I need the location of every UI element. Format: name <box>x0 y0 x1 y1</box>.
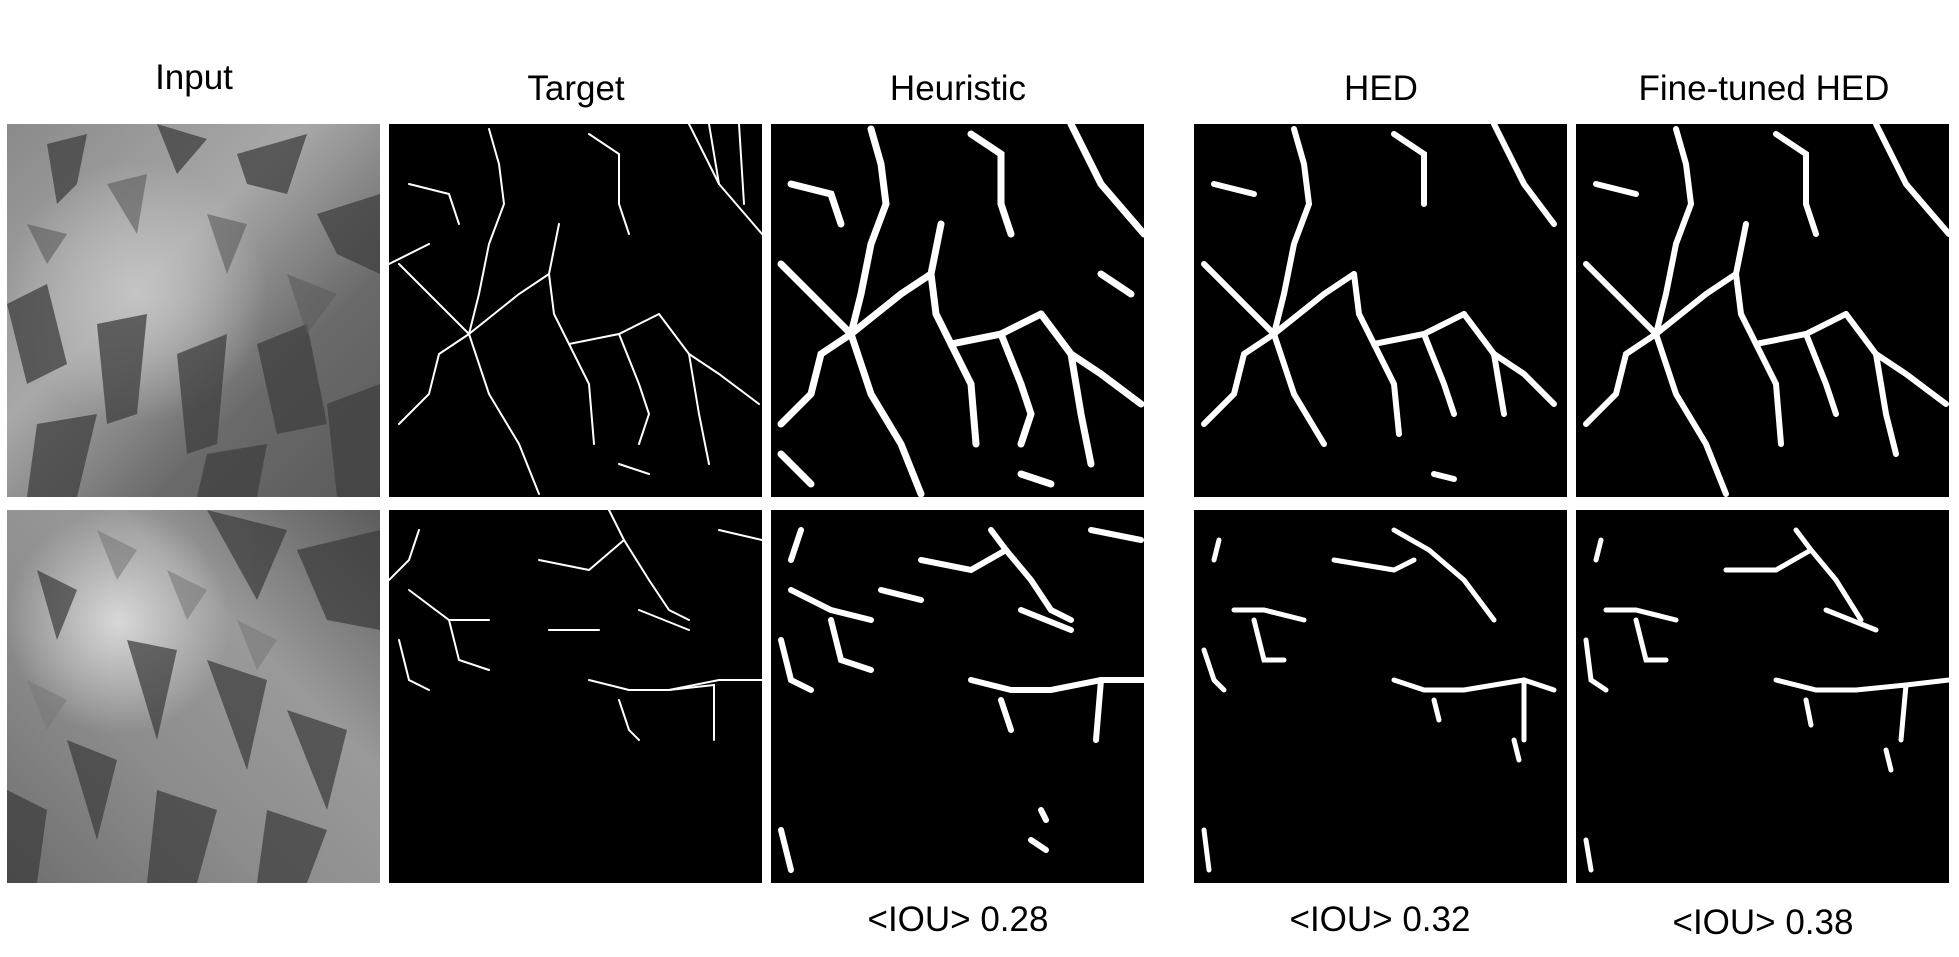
target-mask-row2 <box>389 510 762 883</box>
channel-mask <box>1201 527 1557 873</box>
iou-finetuned: <IOU> 0.38 <box>1672 903 1854 942</box>
finetuned-mask-row2 <box>1576 510 1949 883</box>
column-title-heuristic: Heuristic <box>889 69 1027 108</box>
iou-heuristic: <IOU> 0.28 <box>867 900 1049 939</box>
column-title-finetuned: Fine-tuned HED <box>1638 69 1890 108</box>
finetuned-mask-row1 <box>1576 124 1949 497</box>
input-image-row1 <box>7 124 380 497</box>
channel-mask <box>389 124 762 495</box>
column-title-hed: HED <box>1344 69 1418 108</box>
heuristic-mask-row1 <box>771 124 1144 497</box>
channel-mask <box>1583 124 1949 497</box>
channel-mask <box>1201 124 1557 482</box>
channel-mask <box>1583 527 1949 873</box>
column-title-input: Input <box>155 58 233 97</box>
terrain-relief-image <box>7 510 380 883</box>
iou-hed: <IOU> 0.32 <box>1289 900 1471 939</box>
hed-mask-row1 <box>1194 124 1567 497</box>
input-image-row2 <box>7 510 380 883</box>
channel-mask <box>777 124 1144 497</box>
heuristic-mask-row2 <box>771 510 1144 883</box>
channel-mask <box>778 527 1144 873</box>
target-mask-row1 <box>389 124 762 497</box>
hed-mask-row2 <box>1194 510 1567 883</box>
column-title-target: Target <box>527 69 625 108</box>
channel-mask <box>389 510 762 741</box>
terrain-relief-image <box>7 124 380 497</box>
